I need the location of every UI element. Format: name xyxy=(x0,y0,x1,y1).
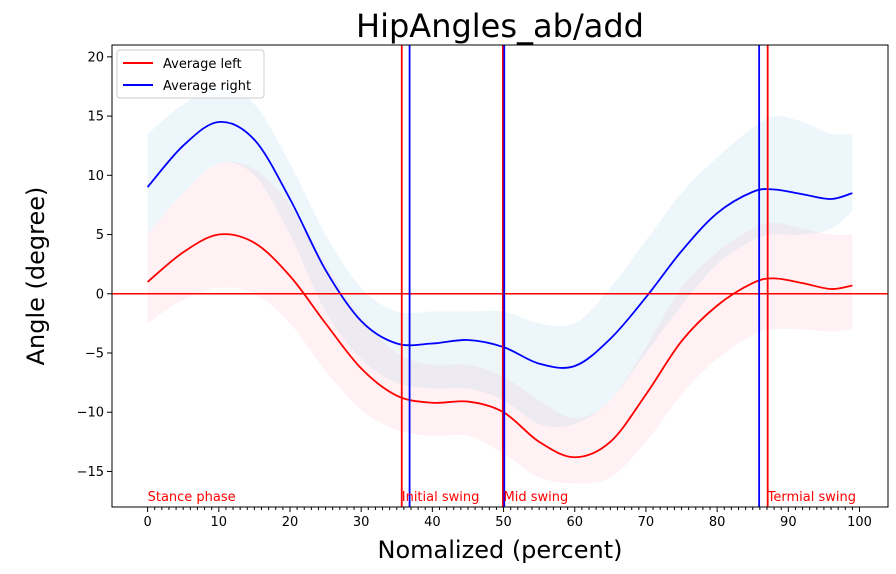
plot-frame xyxy=(111,44,889,508)
legend-label-left: Average left xyxy=(163,57,242,72)
x-tick-label: 80 xyxy=(709,515,726,530)
x-tick-label: 90 xyxy=(780,515,797,530)
x-tick-label: 100 xyxy=(847,515,872,530)
y-tick-label: −5 xyxy=(85,347,104,362)
y-tick-label: 15 xyxy=(87,110,104,125)
x-tick-label: 70 xyxy=(638,515,655,530)
series-line-1 xyxy=(146,121,853,369)
chart-title: HipAngles_ab/add xyxy=(356,7,644,45)
legend-label-right: Average right xyxy=(163,79,251,94)
x-axis-label: Nomalized (percent) xyxy=(378,536,623,564)
annotation-0: Stance phase xyxy=(148,490,236,505)
legend-box xyxy=(116,49,265,99)
y-tick-label: 5 xyxy=(96,228,104,243)
series-line-0 xyxy=(147,233,853,459)
x-tick-label: 40 xyxy=(424,515,441,530)
y-tick-label: 10 xyxy=(87,169,104,184)
band-1 xyxy=(147,86,853,428)
y-tick-label: 0 xyxy=(96,287,104,302)
legend: Average left Average right xyxy=(116,49,265,99)
y-tick-label: −15 xyxy=(77,465,104,480)
annotation-1: Initial swing xyxy=(402,490,480,505)
x-tick-label: 50 xyxy=(495,515,512,530)
x-tick-label: 0 xyxy=(143,515,151,530)
y-tick-label: −10 xyxy=(77,406,104,421)
x-tick-label: 20 xyxy=(282,515,299,530)
x-tick-label: 30 xyxy=(353,515,370,530)
plot-area: Stance phase Initial swing Mid swing Termia… xyxy=(112,45,888,507)
band-0 xyxy=(147,161,853,484)
annotation-2: Mid swing xyxy=(504,490,569,505)
x-tick-label: 60 xyxy=(566,515,583,530)
x-tick-label: 10 xyxy=(211,515,228,530)
annotation-3: Termial swing xyxy=(767,490,856,505)
y-tick-label: 20 xyxy=(87,50,104,65)
y-axis-label: Angle (degree) xyxy=(22,187,50,366)
